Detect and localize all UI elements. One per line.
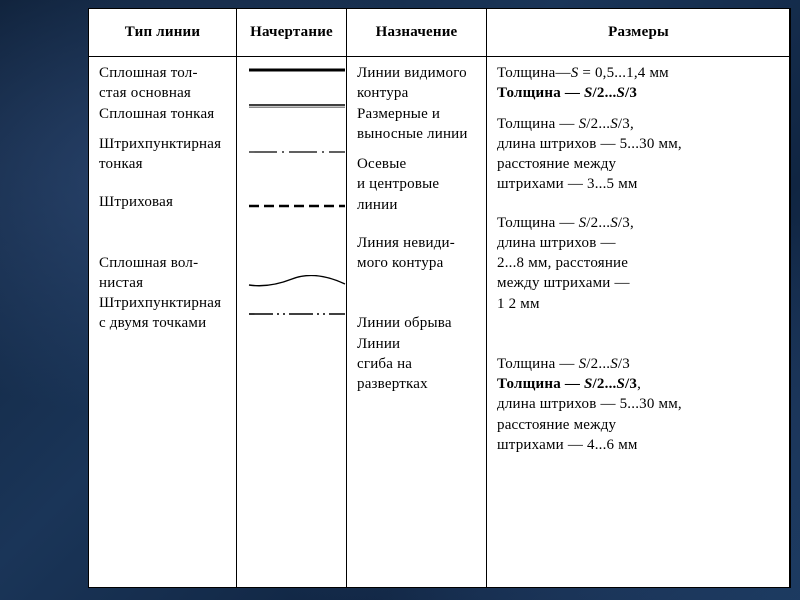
type-label: Сплошная вол-нистая [99,253,228,294]
type-label: Штрихпунктирная тонкая [99,134,228,175]
col-header-purpose: Назначение [347,9,487,57]
type-label: Сплошная тонкая [99,104,228,124]
cell-line-type: Сплошная тол-стая основнаяСплошная тонка… [89,57,237,588]
size-text: Толщина — S/2...S/3 [497,83,782,103]
cell-line-purpose: Линии видимого контураРазмерные и выносн… [347,57,487,588]
line-depiction [247,307,338,321]
purpose-text: Размерные и выносные линии [357,104,478,145]
size-text: Толщина — S/2...S/3,длина штрихов — 5...… [497,374,782,455]
purpose-text: Осевыеи центровые линии [357,154,478,215]
line-types-table: Тип линии Начертание Назначение Размеры … [88,8,791,588]
line-depiction [247,63,338,77]
document-sheet: Тип линии Начертание Назначение Размеры … [88,8,790,588]
line-depiction [247,275,338,289]
size-text: Толщина — S/2...S/3 [497,354,782,374]
type-label: Штрихпунктирная с двумя точками [99,293,228,334]
col-header-size: Размеры [487,9,791,57]
size-text: Толщина — S/2...S/3,длина штрихов —2...8… [497,213,782,314]
type-label: Штриховая [99,192,228,212]
purpose-text: Линии видимого контура [357,63,478,104]
cell-line-drawing [237,57,347,588]
size-text: Толщина—S = 0,5...1,4 мм [497,63,782,83]
purpose-text: Линия невиди-мого контура [357,233,478,274]
type-label: Сплошная тол-стая основная [99,63,228,104]
purpose-text: Линии обрыва [357,313,478,333]
line-depiction [247,99,338,113]
purpose-text: Линиисгиба наразвертках [357,334,478,395]
line-depiction [247,199,338,213]
size-text: Толщина — S/2...S/3,длина штрихов — 5...… [497,114,782,195]
col-header-type: Тип линии [89,9,237,57]
line-depiction [247,145,338,159]
table-header-row: Тип линии Начертание Назначение Размеры [89,9,791,57]
cell-line-size: Толщина—S = 0,5...1,4 ммТолщина — S/2...… [487,57,791,588]
col-header-drawing: Начертание [237,9,347,57]
table-body-row: Сплошная тол-стая основнаяСплошная тонка… [89,57,791,588]
